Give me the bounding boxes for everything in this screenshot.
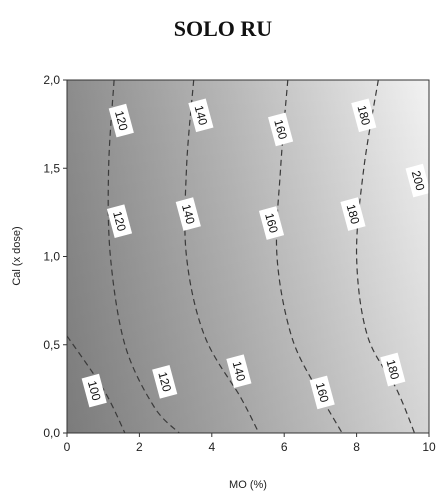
contour-line-160	[275, 79, 343, 434]
contour-label-box	[380, 352, 406, 387]
contour-label: 180	[340, 197, 366, 231]
contour-label: 100	[81, 373, 107, 408]
y-axis-label: Cal (x dose)	[11, 226, 23, 285]
contour-line-120	[107, 79, 180, 434]
contour-label-box	[258, 206, 285, 240]
contour-label-box	[188, 98, 214, 133]
contour-label: 120	[152, 364, 178, 399]
x-axis-label: MO (%)	[229, 479, 267, 491]
contour-layer	[66, 79, 416, 434]
contour-label-text: 180	[383, 358, 402, 381]
contour-label: 160	[258, 206, 285, 240]
contour-label-box	[152, 364, 178, 399]
contour-label-layer: 120 140 160 180 200 120 140 160 180 100 120 140 160 1…	[81, 98, 431, 410]
contour-label: 120	[108, 103, 134, 138]
contour-label-text: 160	[313, 381, 332, 404]
contour-label-text: 180	[344, 203, 363, 226]
contour-label: 140	[226, 354, 252, 389]
chart-title: SOLO RU	[173, 16, 273, 41]
contour-label: 120	[106, 204, 133, 239]
y-tick-label: 0,5	[43, 338, 60, 352]
contour-label: 140	[175, 197, 201, 231]
contour-line-140	[184, 79, 260, 434]
contour-label-text: 140	[230, 360, 249, 383]
contour-label-box	[309, 375, 335, 410]
contour-label-box	[226, 354, 252, 389]
y-tick-label: 2,0	[43, 73, 60, 87]
x-tick-label: 2	[136, 440, 143, 454]
contour-label-text: 200	[409, 169, 428, 192]
contour-label-box	[268, 112, 294, 147]
x-tick-label: 4	[208, 440, 215, 454]
y-tick-label: 1,5	[43, 161, 60, 175]
contour-label: 160	[268, 112, 294, 147]
contour-label-box	[81, 373, 107, 408]
contour-label-text: 120	[155, 370, 174, 393]
contour-label-box	[340, 197, 366, 231]
contour-label: 180	[380, 352, 406, 387]
contour-label-text: 160	[271, 118, 290, 141]
contour-label-box	[106, 204, 133, 239]
contour-label-box	[351, 98, 377, 133]
contour-label-text: 120	[112, 109, 131, 132]
x-tick-label: 0	[64, 440, 71, 454]
contour-line-100	[66, 335, 126, 434]
x-tick-label: 8	[353, 440, 360, 454]
y-tick-label: 0,0	[43, 426, 60, 440]
axis-layer: 0 2 4 6 8 10 0,0 0,5 1,0 1,5 2,0	[43, 73, 436, 454]
contour-label-box	[175, 197, 201, 231]
contour-label: 180	[351, 98, 377, 133]
contour-label: 160	[309, 375, 335, 410]
contour-label-text: 100	[85, 379, 104, 402]
contour-label-text: 180	[354, 104, 373, 127]
contour-label: 140	[188, 98, 214, 133]
contour-label-text: 120	[110, 210, 129, 233]
contour-label-text: 140	[179, 203, 198, 226]
y-tick-label: 1,0	[43, 250, 60, 264]
contour-label-text: 140	[192, 104, 211, 127]
contour-label-box	[405, 163, 431, 198]
contour-label: 200	[405, 163, 431, 198]
x-tick-label: 10	[422, 440, 436, 454]
contour-label-text: 160	[262, 212, 281, 235]
x-tick-label: 6	[281, 440, 288, 454]
contour-line-180	[355, 79, 416, 434]
contour-label-box	[108, 103, 134, 138]
